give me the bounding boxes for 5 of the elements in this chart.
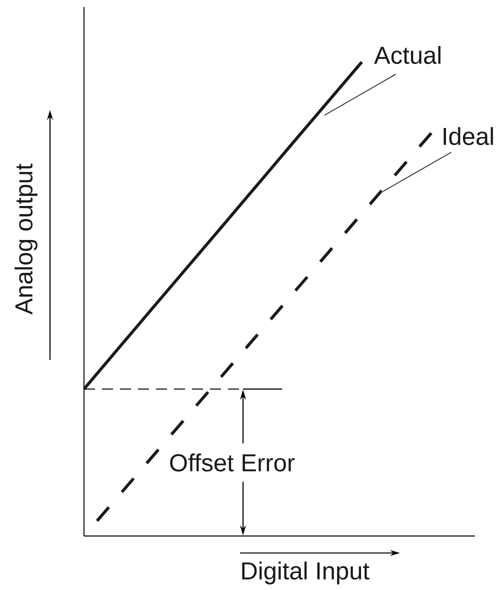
annotation: Offset Error xyxy=(170,454,295,472)
series-label: Ideal xyxy=(444,127,493,146)
y-axis-title: Analog output xyxy=(14,164,38,315)
series-label: Actual xyxy=(374,46,440,64)
x-axis-title: Digital Input xyxy=(242,562,370,584)
